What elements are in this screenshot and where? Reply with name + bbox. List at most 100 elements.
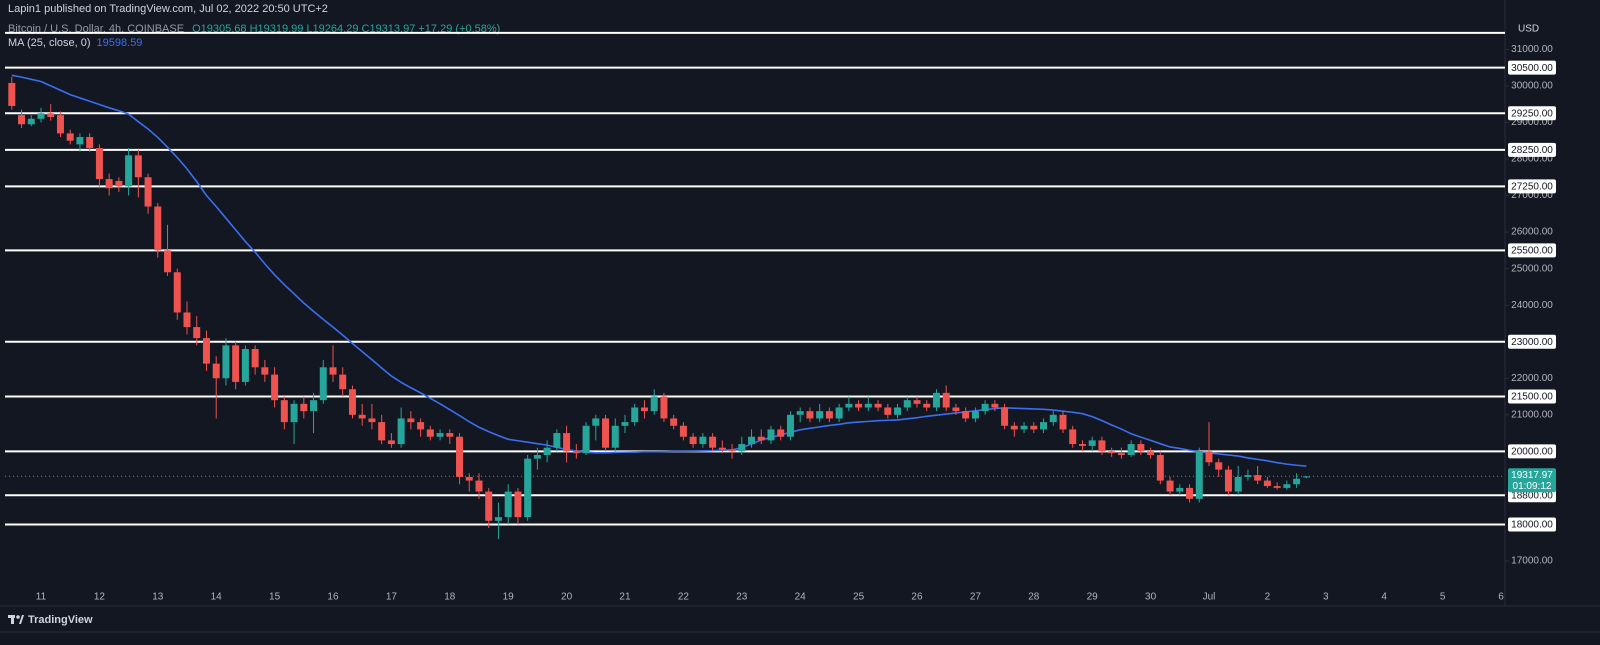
candle-body [144, 177, 152, 207]
candle-body [864, 403, 872, 408]
candle-body [154, 206, 162, 251]
x-tick-label: 30 [1145, 592, 1157, 603]
x-tick-label: 16 [327, 592, 339, 603]
x-tick-label: 28 [1028, 592, 1040, 603]
level-label-box [1508, 60, 1556, 75]
candle-body [319, 367, 327, 401]
last-price-countdown: 01:09:12 [1513, 481, 1552, 492]
level-label: 18000.00 [1511, 520, 1553, 531]
candle-body [27, 118, 35, 125]
candle-body [621, 422, 629, 426]
candle-body [232, 345, 240, 382]
x-tick-label: 4 [1381, 592, 1387, 603]
candle-body [524, 458, 532, 518]
x-tick-label: 25 [853, 592, 865, 603]
candle-body [86, 137, 94, 149]
candle-body [290, 403, 298, 423]
candle-body [728, 449, 736, 452]
candle-body [913, 400, 921, 404]
candle-body [553, 433, 561, 448]
candle-body [767, 429, 775, 441]
candle-body [417, 422, 425, 430]
level-label-box [1508, 517, 1556, 532]
candle-body [261, 367, 269, 375]
candle-body [339, 374, 347, 390]
level-label: 18800.00 [1511, 490, 1553, 501]
candle-body [251, 349, 259, 368]
candle-body [8, 82, 16, 106]
candle-body [212, 363, 220, 379]
x-tick-label: 13 [152, 592, 164, 603]
candle-body [1078, 444, 1086, 446]
candle-body [670, 418, 678, 426]
x-tick-label: 22 [678, 592, 690, 603]
candle-body [1010, 425, 1018, 430]
candle-body [387, 440, 395, 445]
candle-body [952, 407, 960, 412]
level-label: 21500.00 [1511, 392, 1553, 403]
candle-body [1254, 475, 1262, 481]
candle-body [806, 411, 814, 419]
x-tick-label: 21 [619, 592, 631, 603]
x-tick-label: 11 [36, 592, 47, 603]
candle-body [660, 396, 668, 419]
candle-body [202, 338, 210, 364]
x-tick-label: 2 [1265, 592, 1271, 603]
logo-part [16, 615, 20, 619]
level-label: 20000.00 [1511, 446, 1553, 457]
candle-body [1234, 476, 1242, 492]
level-label: 28250.00 [1511, 145, 1553, 156]
candle-body [533, 455, 541, 459]
level-label-box [1508, 179, 1556, 194]
candle-body [310, 400, 318, 412]
y-tick-label: 29000.00 [1511, 117, 1553, 128]
y-tick-label: 27000.00 [1511, 190, 1553, 201]
candle-body [650, 396, 658, 412]
candle-body [835, 407, 843, 419]
candle-body [631, 407, 639, 423]
candle-body [1108, 451, 1116, 454]
candle-body [125, 155, 133, 187]
x-tick-label: 20 [561, 592, 573, 603]
candle-body [1273, 486, 1281, 488]
candle-body [572, 451, 580, 454]
candle-body [903, 400, 911, 408]
candle-body [1263, 480, 1271, 487]
candle-body [543, 447, 551, 456]
candle-body [777, 429, 785, 437]
candle-body [1186, 487, 1194, 499]
candle-body [18, 115, 26, 125]
level-label-box [1508, 106, 1556, 121]
x-tick-label: 27 [970, 592, 982, 603]
y-tick-label: 17000.00 [1511, 556, 1553, 567]
level-label-box [1508, 243, 1556, 258]
candle-body [1302, 476, 1310, 478]
candle-body [485, 491, 493, 521]
candle-body [845, 403, 853, 408]
candle-body [504, 491, 512, 518]
candle-body [1166, 480, 1174, 492]
candle-body [1244, 475, 1252, 477]
candle-body [465, 476, 473, 481]
candle-body [1224, 469, 1232, 492]
candle-body [1030, 425, 1038, 430]
candle-body [1040, 422, 1048, 430]
x-tick-label: 17 [386, 592, 398, 603]
candle-body [796, 411, 804, 415]
candle-body [855, 403, 863, 408]
candle-body [942, 392, 950, 408]
candle-body [1069, 429, 1077, 445]
candle-body [757, 436, 765, 441]
x-tick-label: 29 [1087, 592, 1099, 603]
candle-body [563, 433, 571, 452]
candle-body [193, 327, 201, 339]
candle-body [699, 436, 707, 445]
candle-body [816, 411, 824, 419]
candle-body [134, 155, 142, 178]
brand-logo [8, 615, 24, 624]
candle-body [894, 407, 902, 415]
candle-body [378, 422, 386, 441]
